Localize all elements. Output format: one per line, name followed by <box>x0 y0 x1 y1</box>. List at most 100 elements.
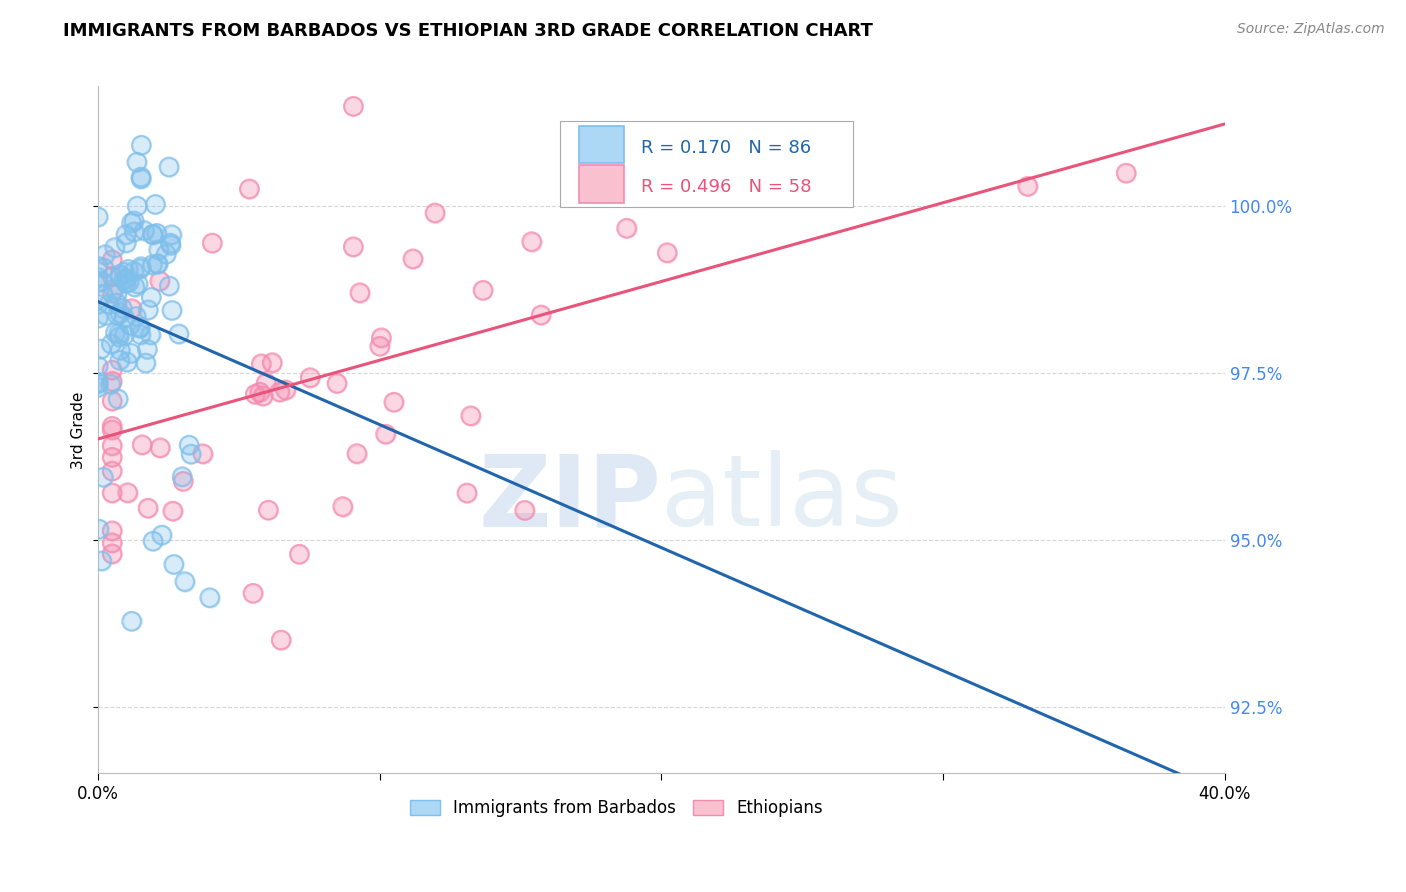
Point <box>87 260 110 274</box>
Point <box>173 574 195 589</box>
Point <box>118 275 141 289</box>
Point <box>122 214 145 228</box>
Point <box>87 260 110 274</box>
Point <box>112 272 135 286</box>
Point <box>167 326 190 341</box>
Point <box>112 310 135 325</box>
Point <box>139 327 162 342</box>
Point <box>108 306 131 320</box>
Point <box>107 326 129 341</box>
Point <box>368 339 391 353</box>
Point <box>108 330 131 344</box>
Point <box>368 339 391 353</box>
Legend: Immigrants from Barbados, Ethiopians: Immigrants from Barbados, Ethiopians <box>404 792 830 823</box>
Point <box>87 380 110 394</box>
Point <box>90 342 112 356</box>
Point <box>112 328 135 343</box>
Point <box>456 486 478 500</box>
Point <box>142 227 165 242</box>
Point <box>101 269 124 284</box>
Point <box>108 353 131 368</box>
Point <box>101 464 124 478</box>
Point <box>115 227 138 242</box>
Point <box>145 197 167 211</box>
Point <box>115 277 138 291</box>
Point <box>374 427 396 442</box>
Point <box>97 297 120 311</box>
Point <box>101 547 124 561</box>
Point <box>101 547 124 561</box>
Point <box>245 387 267 401</box>
Point <box>326 376 349 391</box>
Point <box>346 446 368 460</box>
Point <box>101 375 124 389</box>
Y-axis label: 3rd Grade: 3rd Grade <box>72 392 86 468</box>
Point <box>105 287 128 301</box>
Point <box>87 297 110 311</box>
Point <box>257 503 280 517</box>
Point <box>96 309 118 323</box>
Point <box>150 528 173 542</box>
Point <box>254 376 277 390</box>
Point <box>87 270 110 285</box>
Point <box>245 387 267 401</box>
Point <box>121 301 143 316</box>
Point <box>423 206 446 220</box>
Point <box>145 227 167 241</box>
Point <box>87 311 110 326</box>
Point <box>136 501 159 516</box>
Point <box>1115 166 1137 180</box>
Point <box>172 475 194 489</box>
Point <box>160 303 183 318</box>
Point <box>101 252 124 267</box>
Point <box>121 216 143 230</box>
Point <box>129 260 152 274</box>
Point <box>129 320 152 334</box>
Point <box>342 240 364 254</box>
Point <box>139 327 162 342</box>
Point <box>117 262 139 277</box>
Point <box>370 331 392 345</box>
Point <box>342 99 364 113</box>
Point <box>423 206 446 220</box>
Point <box>201 235 224 250</box>
Point <box>136 343 159 357</box>
Point <box>135 356 157 370</box>
Point <box>107 309 129 323</box>
Point <box>87 311 110 326</box>
Point <box>250 357 273 371</box>
Point <box>100 377 122 392</box>
Point <box>472 284 495 298</box>
Point <box>257 503 280 517</box>
Point <box>657 245 679 260</box>
Point <box>115 272 138 286</box>
Text: R = 0.496   N = 58: R = 0.496 N = 58 <box>641 178 811 196</box>
Point <box>91 287 114 301</box>
Point <box>112 328 135 343</box>
Text: atlas: atlas <box>661 450 903 547</box>
Point <box>129 327 152 342</box>
Point <box>456 486 478 500</box>
Point <box>103 283 125 297</box>
Point <box>149 274 172 288</box>
Point <box>127 199 149 213</box>
Point <box>90 274 112 288</box>
Point <box>274 383 297 397</box>
Point <box>115 355 138 369</box>
Point <box>460 409 482 423</box>
Point <box>112 310 135 325</box>
Point <box>173 574 195 589</box>
Point <box>148 243 170 257</box>
Point <box>112 272 135 286</box>
Point <box>270 633 292 648</box>
Point <box>93 260 115 275</box>
Point <box>145 227 167 241</box>
Point <box>349 285 371 300</box>
Point <box>107 392 129 406</box>
Point <box>163 558 186 572</box>
Point <box>1017 179 1039 194</box>
Point <box>91 470 114 484</box>
Point <box>127 199 149 213</box>
Point <box>148 243 170 257</box>
Point <box>129 327 152 342</box>
